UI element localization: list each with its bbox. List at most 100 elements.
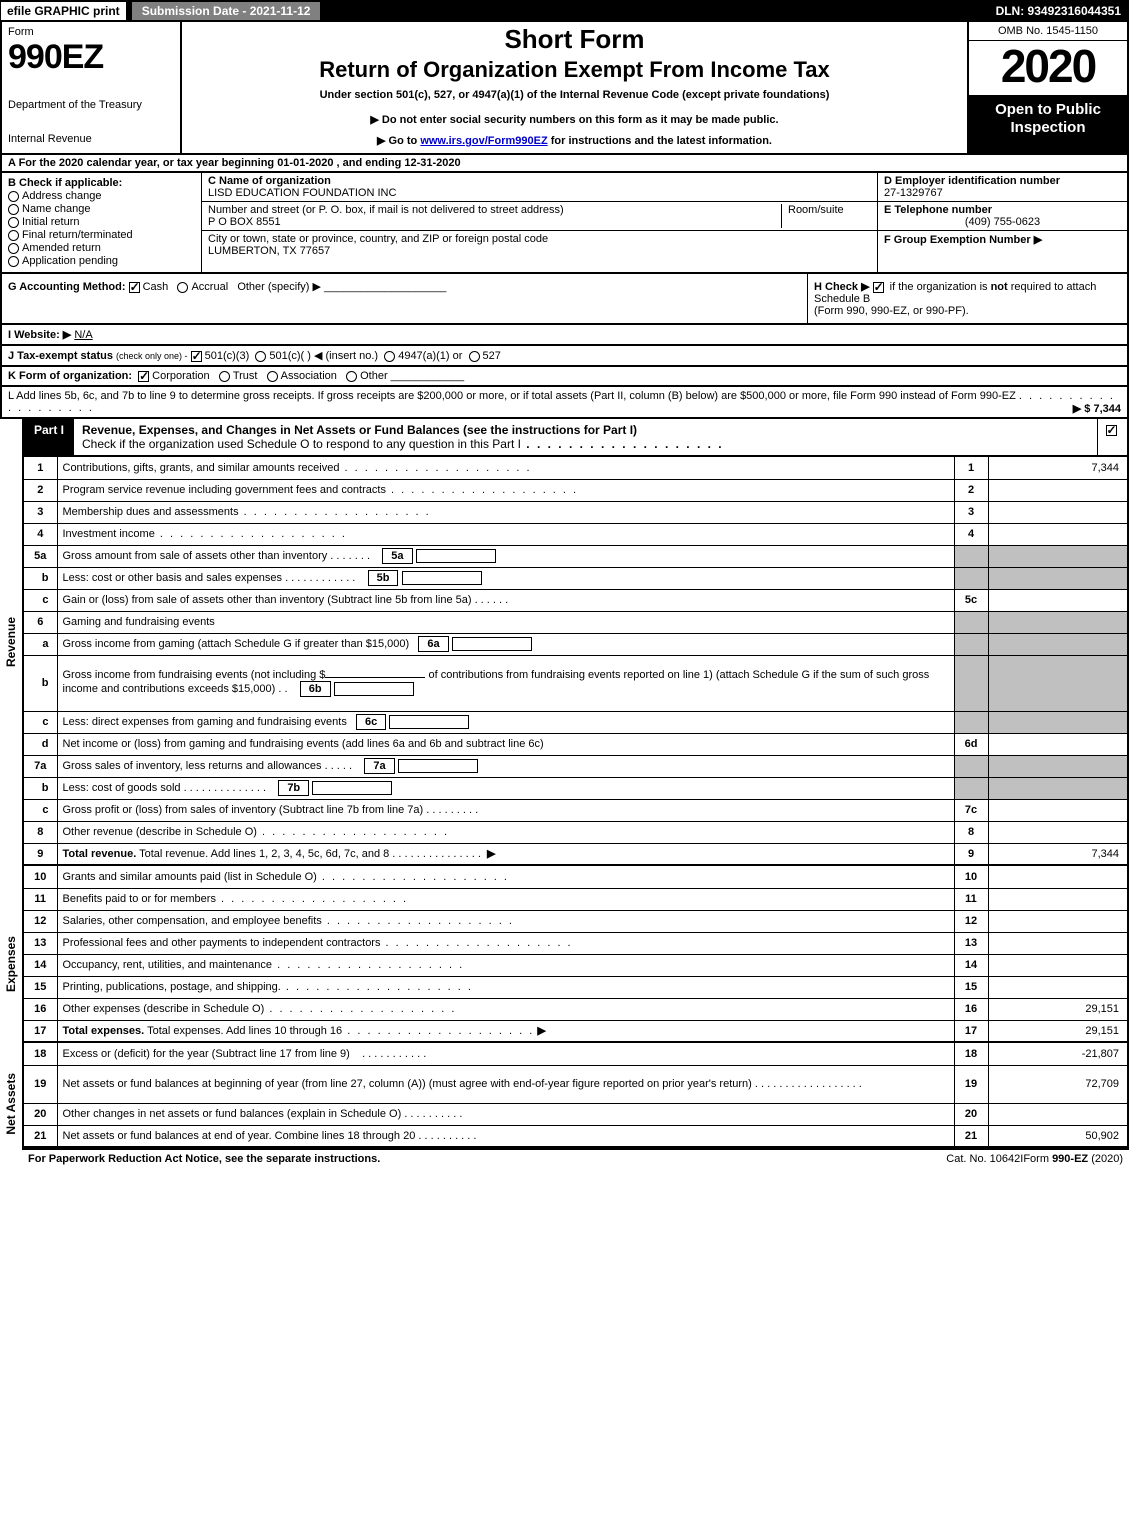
goto-link[interactable]: www.irs.gov/Form990EZ [420,135,547,147]
expenses-section: Expenses 10Grants and similar amounts pa… [22,866,1129,1043]
chk-application-pending[interactable]: Application pending [8,255,195,267]
line-1: 1Contributions, gifts, grants, and simil… [23,457,1128,479]
short-form-title: Short Form [190,24,959,55]
chk-schedule-b[interactable] [873,282,884,293]
cat-no: Cat. No. 10642I [946,1153,1023,1165]
chk-final-return[interactable]: Final return/terminated [8,229,195,241]
line-16: 16Other expenses (describe in Schedule O… [23,998,1128,1020]
top-bar: efile GRAPHIC print Submission Date - 20… [0,0,1129,22]
c-city-label: City or town, state or province, country… [208,233,548,245]
line-19: 19Net assets or fund balances at beginni… [23,1065,1128,1103]
form-word: Form [8,26,174,38]
chk-cash[interactable] [129,282,140,293]
line-6a: aGross income from gaming (attach Schedu… [23,633,1128,655]
part-i-title: Revenue, Expenses, and Changes in Net As… [74,419,1097,455]
section-c: C Name of organization LISD EDUCATION FO… [202,173,877,272]
irs-label: Internal Revenue [8,133,174,145]
line-12: 12Salaries, other compensation, and empl… [23,910,1128,932]
l-text: L Add lines 5b, 6c, and 7b to line 9 to … [8,390,1016,402]
chk-trust[interactable] [219,371,230,382]
line-13: 13Professional fees and other payments t… [23,932,1128,954]
row-i-website: I Website: ▶ N/A [0,325,1129,346]
dln: DLN: 93492316044351 [996,4,1129,18]
revenue-table: 1Contributions, gifts, grants, and simil… [22,457,1129,866]
tel-value: (409) 755-0623 [884,216,1121,228]
chk-amended-return[interactable]: Amended return [8,242,195,254]
line-6b: bGross income from fundraising events (n… [23,655,1128,711]
chk-accrual[interactable] [177,282,188,293]
open-to-public: Open to Public Inspection [969,95,1127,153]
line-10: 10Grants and similar amounts paid (list … [23,866,1128,888]
h-schedule-b: H Check ▶ if the organization is not req… [807,274,1127,323]
line-5a: 5aGross amount from sale of assets other… [23,545,1128,567]
net-assets-side-label: Net Assets [4,1073,18,1135]
grp-label: F Group Exemption Number ▶ [884,233,1121,246]
c-addr-row: Number and street (or P. O. box, if mail… [202,202,877,231]
d-ein: D Employer identification number 27-1329… [878,173,1127,202]
goto-pre: ▶ Go to [377,135,420,147]
form-number: 990EZ [8,38,174,77]
chk-other[interactable] [346,371,357,382]
row-j-tax-exempt: J Tax-exempt status (check only one) - 5… [0,346,1129,367]
line-7c: cGross profit or (loss) from sales of in… [23,799,1128,821]
expenses-side-label: Expenses [4,936,18,992]
efile-label[interactable]: efile GRAPHIC print [0,1,127,21]
ssn-warning: ▶ Do not enter social security numbers o… [190,113,959,126]
c-name-label: C Name of organization [208,175,396,187]
chk-initial-return[interactable]: Initial return [8,216,195,228]
line-3: 3Membership dues and assessments3 [23,501,1128,523]
line-6: 6Gaming and fundraising events [23,611,1128,633]
chk-527[interactable] [469,351,480,362]
b-label: B Check if applicable: [8,177,195,189]
line-7a: 7aGross sales of inventory, less returns… [23,755,1128,777]
net-assets-section: Net Assets 18Excess or (deficit) for the… [22,1043,1129,1148]
row-gh: G Accounting Method: Cash Accrual Other … [0,274,1129,325]
submission-date: Submission Date - 2021-11-12 [131,1,322,21]
org-address: P O BOX 8551 [208,216,781,228]
tel-label: E Telephone number [884,204,1121,216]
line-5c: cGain or (loss) from sale of assets othe… [23,589,1128,611]
chk-501c3[interactable] [191,351,202,362]
line-15: 15Printing, publications, postage, and s… [23,976,1128,998]
omb-number: OMB No. 1545-1150 [969,22,1127,41]
row-k-form-org: K Form of organization: Corporation Trus… [0,367,1129,387]
line-5b: bLess: cost or other basis and sales exp… [23,567,1128,589]
revenue-side-label: Revenue [4,617,18,667]
chk-501c[interactable] [255,351,266,362]
form-id-footer: Form 990-EZ (2020) [1023,1153,1123,1165]
form-header: Form 990EZ Department of the Treasury In… [0,22,1129,155]
line-20: 20Other changes in net assets or fund ba… [23,1103,1128,1125]
i-label: I Website: ▶ [8,329,71,341]
page-footer: For Paperwork Reduction Act Notice, see … [22,1148,1129,1168]
line-17: 17Total expenses. Total expenses. Add li… [23,1020,1128,1042]
e-telephone: E Telephone number (409) 755-0623 [878,202,1127,231]
line-7b: bLess: cost of goods sold . . . . . . . … [23,777,1128,799]
chk-address-change[interactable]: Address change [8,190,195,202]
chk-4947[interactable] [384,351,395,362]
j-label: J Tax-exempt status [8,350,113,362]
part-i-check[interactable] [1097,419,1127,455]
ein-label: D Employer identification number [884,175,1121,187]
expenses-table: 10Grants and similar amounts paid (list … [22,866,1129,1043]
line-6c: cLess: direct expenses from gaming and f… [23,711,1128,733]
l-amount: ▶ $ 7,344 [1073,402,1121,415]
c-addr-label: Number and street (or P. O. box, if mail… [208,204,781,216]
chk-association[interactable] [267,371,278,382]
org-city: LUMBERTON, TX 77657 [208,245,548,257]
g-accounting: G Accounting Method: Cash Accrual Other … [2,274,807,323]
line-9: 9Total revenue. Total revenue. Add lines… [23,843,1128,865]
f-group-exemption: F Group Exemption Number ▶ [878,231,1127,272]
return-title: Return of Organization Exempt From Incom… [190,57,959,83]
revenue-section: Revenue 1Contributions, gifts, grants, a… [22,457,1129,866]
dept-treasury: Department of the Treasury [8,99,174,111]
row-l-gross-receipts: L Add lines 5b, 6c, and 7b to line 9 to … [0,387,1129,419]
header-mid: Short Form Return of Organization Exempt… [182,22,967,153]
website-value: N/A [74,329,92,341]
chk-name-change[interactable]: Name change [8,203,195,215]
ein-value: 27-1329767 [884,187,1121,199]
header-right: OMB No. 1545-1150 2020 Open to Public In… [967,22,1127,153]
section-def: D Employer identification number 27-1329… [877,173,1127,272]
chk-corporation[interactable] [138,371,149,382]
line-11: 11Benefits paid to or for members11 [23,888,1128,910]
h-label: H Check ▶ [814,281,870,293]
